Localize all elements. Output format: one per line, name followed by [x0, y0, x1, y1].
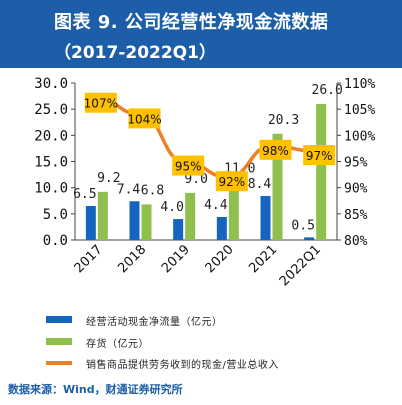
legend-swatch-inventory [46, 338, 72, 345]
combo-chart: 0.0 5.0 10.0 15.0 20.0 25.0 30.0 80% 85% 90% 95% 10… [34, 76, 375, 289]
y-right-tick-label: 80% [344, 234, 368, 249]
data-source: 数据来源：Wind，财通证券研究所 [8, 383, 183, 396]
y-right-tick-label: 95% [344, 156, 368, 171]
y-right-tick-label: 110% [344, 77, 375, 92]
line-label-box [259, 139, 292, 160]
bar-cashflow [129, 201, 140, 240]
chart-title: 图表 9. 公司经营性净现金流数据 [54, 12, 329, 33]
bar-cashflow [85, 205, 96, 240]
line-value-label: 97% [306, 149, 333, 163]
chart-header: 图表 9. 公司经营性净现金流数据 （2017-2022Q1） [0, 0, 402, 68]
line-value-label: 92% [218, 175, 245, 189]
x-tick-label: 2018 [115, 242, 149, 276]
bar-value-label: 9.2 [97, 171, 120, 186]
x-tick-label: 2020 [203, 242, 237, 276]
bar-value-label: 20.3 [268, 113, 299, 128]
line-label-box [215, 171, 248, 192]
y-right-tick-label: 85% [344, 208, 368, 223]
y-right-tick-label: 90% [344, 182, 368, 197]
bar-value-label: 7.4 [117, 182, 141, 197]
bar-value-label: 4.0 [160, 200, 183, 215]
bar-inventory [141, 204, 152, 240]
bar-value-label: 6.5 [73, 187, 96, 202]
y-left-tick-label: 0.0 [43, 233, 68, 249]
y-left-tick-label: 5.0 [43, 207, 68, 223]
y-left-tick-label: 15.0 [34, 155, 68, 171]
y-left-tick-label: 10.0 [34, 181, 68, 197]
x-tick-label: 2017 [72, 242, 106, 276]
legend-label-inventory: 存货（亿元） [86, 339, 149, 350]
bar-inventory [97, 191, 108, 240]
line-value-label: 98% [262, 144, 289, 158]
bar-inventory [228, 182, 239, 240]
y-left-tick-label: 25.0 [34, 102, 68, 118]
y-left-tick-label: 20.0 [34, 128, 68, 144]
bar-inventory [272, 133, 283, 240]
bar-inventory [185, 192, 196, 240]
bar-cashflow [173, 219, 184, 240]
y-right-tick-label: 105% [344, 103, 375, 118]
legend-label-cashflow: 经营活动现金净流量（亿元） [86, 317, 223, 328]
line-label-box [172, 155, 205, 176]
legend-label-ratio: 销售商品提供劳务收到的现金/营业总收入 [86, 360, 279, 371]
bar-value-label: 26.0 [312, 83, 343, 98]
bar-value-label: 6.8 [141, 183, 164, 198]
line-label-box [84, 92, 117, 113]
y-right-tick-label: 100% [344, 129, 375, 144]
line-value-label: 95% [175, 160, 202, 174]
legend-swatch-ratio [46, 361, 72, 365]
bar-cashflow [304, 237, 315, 240]
bar-cashflow [216, 216, 227, 240]
line-label-box [128, 108, 161, 129]
x-tick-label: 2021 [246, 242, 280, 276]
y-left-tick-label: 30.0 [34, 76, 68, 92]
legend-swatch-cashflow [46, 316, 72, 323]
line-label-box [303, 145, 336, 166]
bar-value-label: 0.5 [291, 218, 314, 233]
bar-inventory [316, 103, 327, 240]
x-tick-label: 2019 [159, 242, 193, 276]
x-tick-label: 2022Q1 [277, 242, 324, 289]
bar-value-label: 4.4 [204, 198, 228, 213]
bar-cashflow [260, 196, 271, 240]
chart-subtitle: （2017-2022Q1） [54, 43, 216, 63]
bar-value-label: 8.4 [248, 177, 272, 192]
bar-value-label: 9.0 [184, 172, 207, 187]
line-value-label: 107% [84, 97, 118, 111]
line-value-label: 104% [127, 112, 161, 126]
